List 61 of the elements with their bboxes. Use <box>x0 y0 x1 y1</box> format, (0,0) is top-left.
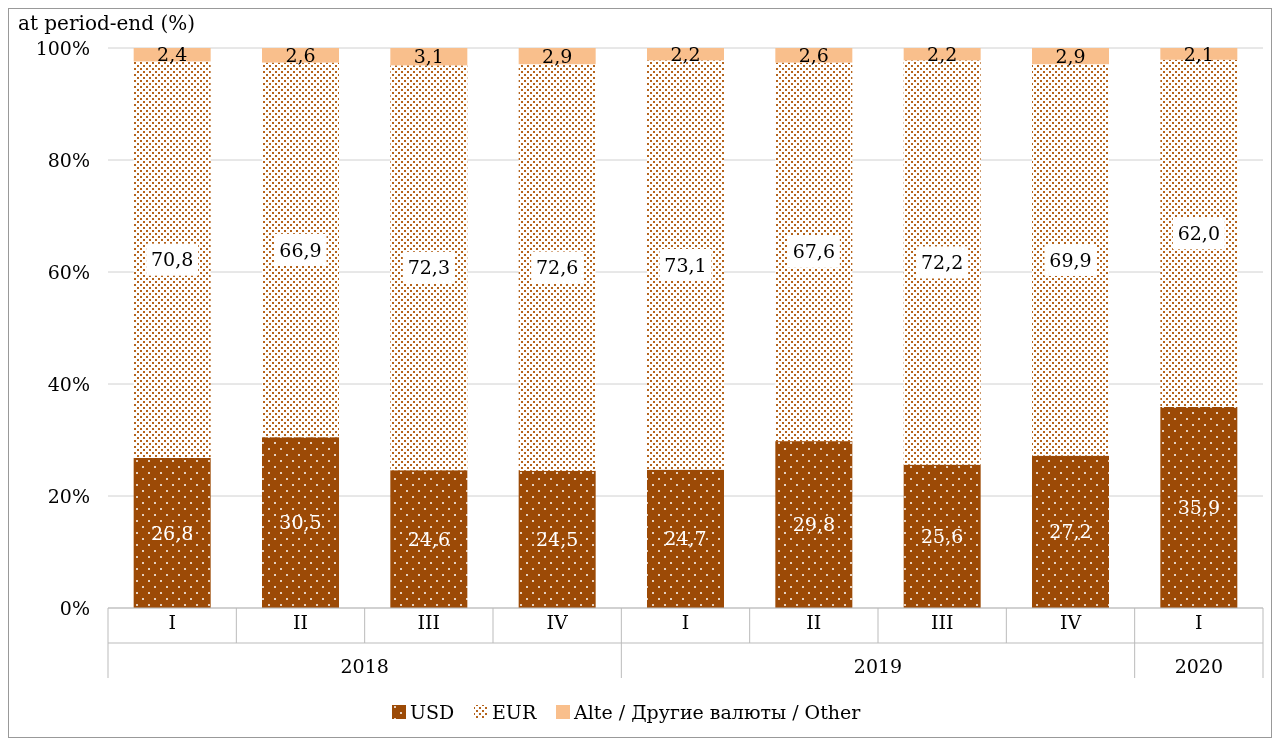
bar <box>1160 406 1238 608</box>
data-label: 69,9 <box>1049 248 1092 271</box>
data-label: 27,2 <box>1049 520 1092 543</box>
text: 2020 <box>1174 654 1224 677</box>
x-tick-label: I <box>1195 611 1203 633</box>
data-label: 67,6 <box>792 240 835 263</box>
text: 2019 <box>853 654 903 677</box>
data-label: 29,8 <box>792 513 835 536</box>
text: 2018 <box>340 654 389 677</box>
data-label: 72,6 <box>536 256 579 279</box>
bar <box>390 65 468 471</box>
legend-label: USD <box>410 700 455 723</box>
data-label: 26,8 <box>151 521 194 544</box>
legend-label: EUR <box>492 700 537 723</box>
y-tick-label: 0% <box>59 596 90 619</box>
data-label: 73,1 <box>664 253 707 276</box>
data-label: 2,6 <box>285 43 316 66</box>
x-tick-label: II <box>806 611 822 633</box>
bar <box>262 437 339 608</box>
data-label: 24,6 <box>407 527 450 550</box>
x-tick-label: IV <box>1059 611 1082 633</box>
x-tick-label: III <box>417 611 441 633</box>
bar <box>1032 455 1109 608</box>
data-label: 3,1 <box>413 45 444 68</box>
data-label: 62,0 <box>1177 222 1220 245</box>
bar <box>518 470 596 608</box>
data-label: 35,9 <box>1177 496 1220 519</box>
data-label: 24,7 <box>664 527 707 550</box>
data-label: 72,3 <box>407 256 450 279</box>
bar <box>775 441 853 608</box>
y-tick-label: 40% <box>47 372 90 395</box>
data-label: 72,2 <box>921 251 964 274</box>
x-tick-label: II <box>292 611 309 633</box>
data-label: 2,9 <box>1055 44 1086 67</box>
bar <box>903 464 981 608</box>
x-tick-label: IV <box>546 611 569 633</box>
y-tick-label: 80% <box>47 148 90 171</box>
x-tick-label: I <box>168 611 176 633</box>
bar <box>518 64 596 471</box>
y-tick-label: 100% <box>35 36 90 59</box>
data-label: 2,9 <box>542 44 573 67</box>
data-label: 70,8 <box>151 248 194 271</box>
data-label: 25,6 <box>921 524 964 547</box>
x-tick-label: I <box>681 611 690 633</box>
data-label: 2,4 <box>157 43 188 66</box>
y-tick-label: 20% <box>47 484 90 507</box>
bar <box>390 470 468 608</box>
y-tick-label: 60% <box>47 260 90 283</box>
x-tick-label: III <box>930 611 954 633</box>
data-label: 2,6 <box>798 43 829 66</box>
chart-title: at period-end (%) <box>18 11 196 35</box>
data-label: 2,1 <box>1183 42 1214 65</box>
data-label: 24,5 <box>536 528 579 551</box>
bar <box>133 457 211 608</box>
data-label: 2,2 <box>927 42 958 65</box>
data-label: 30,5 <box>279 511 322 534</box>
legend-label: Alte / Другие валюты / Other <box>573 700 862 723</box>
data-label: 2,2 <box>670 42 701 65</box>
bar <box>647 469 724 608</box>
bar <box>1032 64 1109 456</box>
data-label: 66,9 <box>279 238 322 261</box>
